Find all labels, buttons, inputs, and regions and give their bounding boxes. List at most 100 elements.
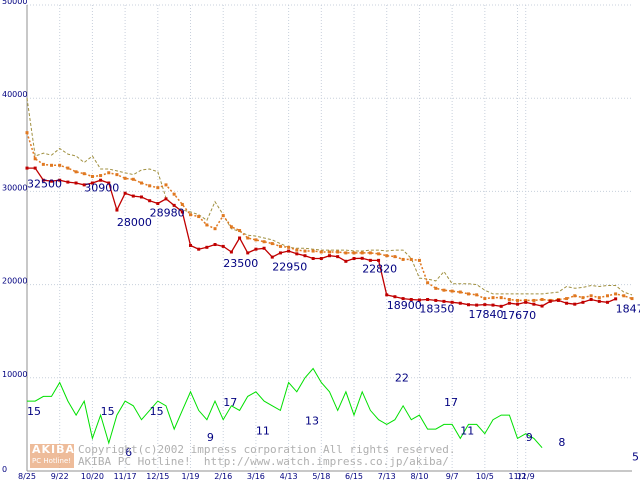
- series-average-point: [524, 298, 528, 302]
- copyright-line1: Copyright(c)2002 impress corporation All…: [78, 443, 456, 456]
- series-average-point: [417, 258, 421, 262]
- series-average-point: [238, 229, 242, 233]
- series-average-point: [205, 223, 209, 227]
- series-average-point: [344, 251, 348, 255]
- x-tick-label: 9/22: [51, 472, 69, 480]
- series-low-point: [475, 303, 479, 307]
- series-average-point: [50, 163, 54, 167]
- data-label: 15: [101, 405, 115, 418]
- series-low-point: [295, 252, 299, 256]
- series-average-point: [352, 251, 356, 255]
- series-average-point: [41, 162, 45, 166]
- series-low-point: [605, 300, 609, 304]
- series-low-point: [148, 199, 152, 203]
- copyright-line2: AKIBA PC Hotline! http://www.watch.impre…: [78, 455, 449, 468]
- series-low-point: [516, 302, 520, 306]
- data-label: 18470: [616, 303, 640, 316]
- series-low-point: [205, 245, 209, 249]
- series-low-point: [278, 251, 282, 255]
- series-low-point: [491, 303, 495, 307]
- series-low-point: [409, 298, 413, 302]
- series-average-point: [295, 248, 299, 252]
- series-low-point: [229, 250, 233, 254]
- series-average-point: [614, 292, 618, 296]
- series-low-point: [442, 299, 446, 303]
- series-low-point: [499, 304, 503, 308]
- series-low-point: [41, 178, 45, 182]
- series-low-point: [107, 181, 111, 185]
- series-average-point: [213, 227, 217, 231]
- y-tick-label: 10000: [2, 370, 27, 379]
- series-average-point: [254, 238, 258, 242]
- series-average-point: [458, 290, 462, 294]
- x-tick-label: 5/18: [312, 472, 330, 480]
- series-average-point: [475, 293, 479, 297]
- series-low-point: [50, 179, 54, 183]
- series-low-point: [417, 298, 421, 302]
- data-label: 17: [444, 396, 458, 409]
- series-average-point: [164, 183, 168, 187]
- y-tick-label: 40000: [2, 90, 27, 99]
- series-low-point: [164, 197, 168, 201]
- series-low-point: [139, 195, 143, 199]
- logo-line2: PC Hotline!: [32, 457, 72, 465]
- series-low-point: [66, 180, 70, 184]
- series-low-point: [156, 202, 160, 206]
- series-average-point: [229, 225, 233, 229]
- series-average-point: [115, 173, 119, 177]
- series-average-point: [491, 296, 495, 300]
- x-tick-label: 8/10: [410, 472, 428, 480]
- series-low-point: [262, 246, 266, 250]
- data-label: 13: [305, 414, 319, 427]
- series-average-point: [450, 289, 454, 293]
- y-tick-label: 20000: [2, 277, 27, 286]
- series-low-point: [426, 298, 430, 302]
- series-average-point: [605, 294, 609, 298]
- series-low-point: [385, 293, 389, 297]
- series-low-point: [524, 300, 528, 304]
- series-average-point: [393, 255, 397, 259]
- series-low-point: [33, 166, 37, 170]
- copyright-text: Copyright(c)2002 impress corporation All…: [78, 444, 456, 468]
- data-label: 30900: [84, 181, 119, 194]
- series-low-point: [507, 301, 511, 305]
- data-label: 17840: [468, 308, 503, 321]
- series-average-point: [565, 297, 569, 301]
- series-average-point: [278, 244, 282, 248]
- series-average-point: [507, 298, 511, 302]
- series-average-point: [66, 166, 70, 170]
- series-low-point: [311, 257, 315, 261]
- series-average-point: [180, 202, 184, 206]
- series-average-point: [311, 249, 315, 253]
- series-low-point: [581, 300, 585, 304]
- series-average-point: [139, 181, 143, 185]
- y-tick-label: 50000: [2, 0, 27, 6]
- series-average-point: [516, 298, 520, 302]
- data-label: 18900: [387, 299, 422, 312]
- data-label: 5: [632, 451, 639, 464]
- series-low-point: [180, 210, 184, 214]
- series-low-point: [466, 303, 470, 307]
- series-low-point: [213, 243, 217, 247]
- x-tick-label: 9/7: [446, 472, 459, 480]
- series-low-point: [58, 178, 62, 182]
- series-average-point: [597, 296, 601, 300]
- x-tick-label: 3/16: [247, 472, 265, 480]
- series-low-point: [287, 249, 291, 253]
- series-low-point: [360, 256, 364, 260]
- series-low-point: [344, 259, 348, 263]
- series-high-line: [26, 98, 633, 296]
- series-average-point: [262, 240, 266, 244]
- series-average-point: [270, 242, 274, 246]
- series-low-point: [270, 255, 274, 259]
- series-low-point: [319, 257, 323, 261]
- series-low-point: [532, 302, 536, 306]
- data-label: 11: [256, 425, 270, 438]
- series-low-point: [189, 243, 193, 247]
- data-label: 8: [558, 436, 565, 449]
- series-average-point: [148, 184, 152, 188]
- data-label: 17: [223, 396, 237, 409]
- series-low-point: [434, 298, 438, 302]
- series-average-point: [630, 297, 634, 301]
